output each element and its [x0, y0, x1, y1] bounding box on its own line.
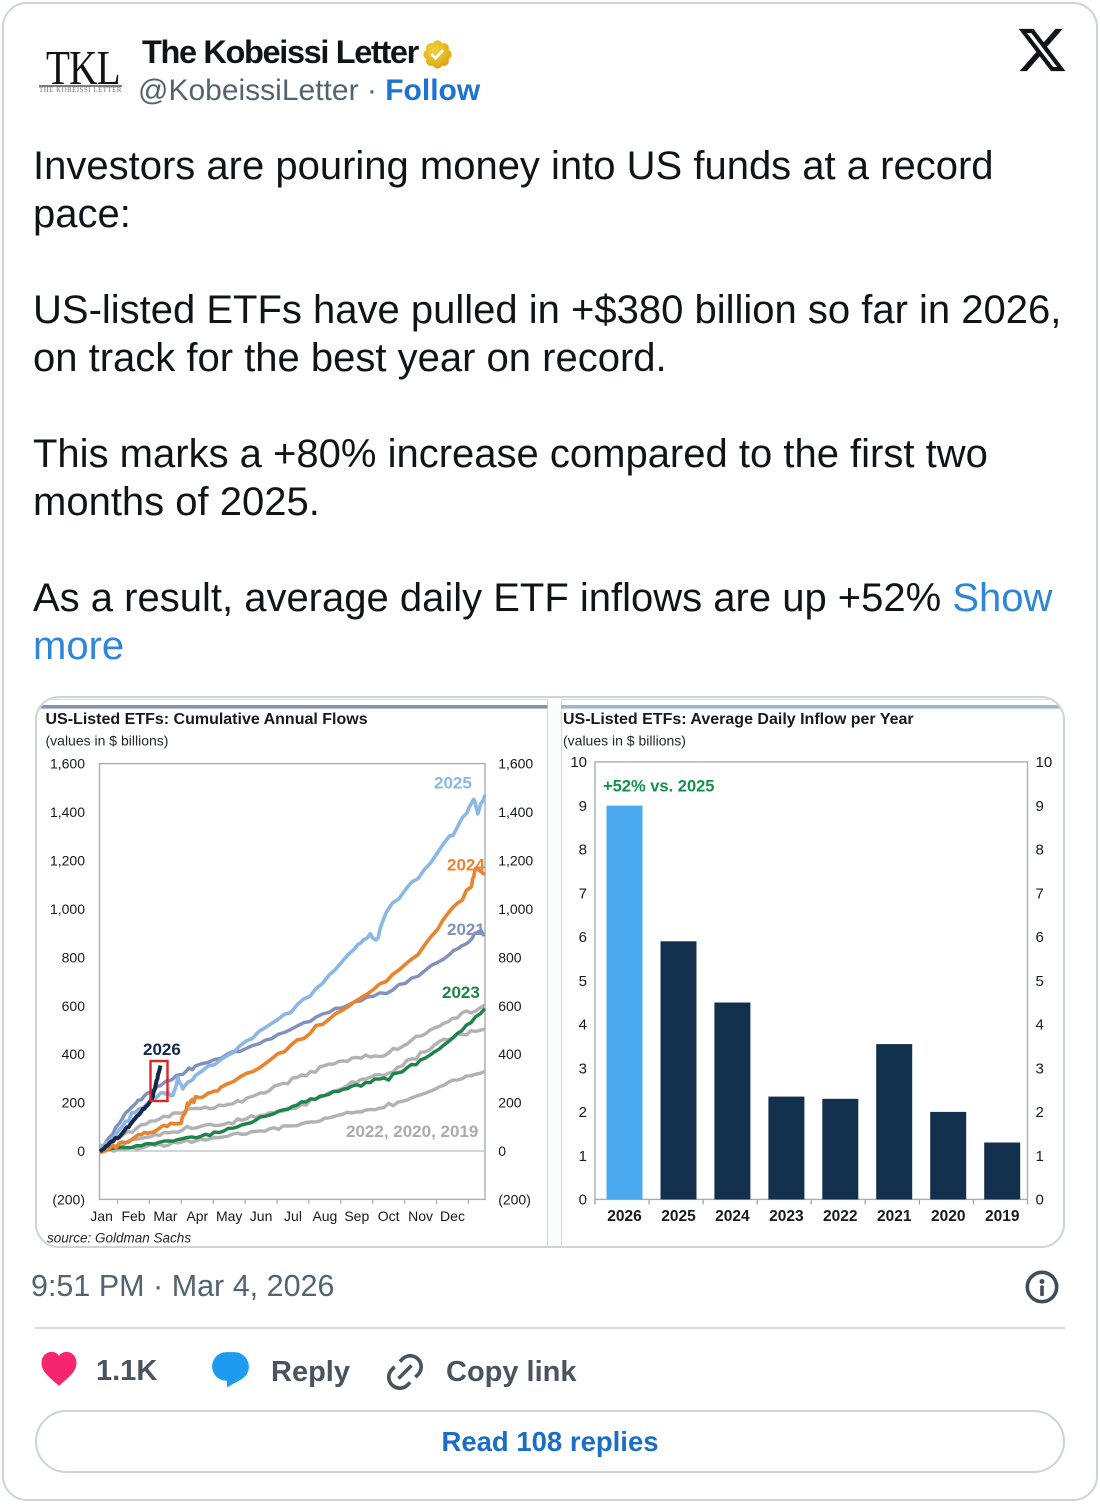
svg-text:1: 1 [579, 1148, 587, 1165]
svg-text:200: 200 [498, 1095, 522, 1111]
svg-text:2025: 2025 [434, 773, 472, 792]
svg-text:(values in $ billions): (values in $ billions) [46, 733, 169, 749]
svg-text:6: 6 [579, 929, 587, 946]
svg-text:Jun: Jun [250, 1208, 273, 1224]
svg-text:2019: 2019 [985, 1208, 1020, 1225]
svg-text:1,600: 1,600 [498, 756, 533, 772]
svg-text:US-Listed ETFs: Cumulative Ann: US-Listed ETFs: Cumulative Annual Flows [46, 711, 368, 728]
svg-text:Mar: Mar [153, 1208, 177, 1224]
svg-text:1,000: 1,000 [50, 901, 85, 917]
svg-text:2023: 2023 [769, 1208, 804, 1225]
svg-text:(200): (200) [52, 1192, 85, 1208]
svg-text:4: 4 [579, 1017, 587, 1034]
svg-text:0: 0 [1036, 1192, 1044, 1209]
svg-text:800: 800 [62, 949, 86, 965]
svg-text:400: 400 [498, 1046, 522, 1062]
svg-text:7: 7 [1036, 885, 1044, 902]
svg-text:9: 9 [579, 798, 587, 815]
svg-text:source: Goldman Sachs: source: Goldman Sachs [47, 1231, 191, 1246]
svg-text:8: 8 [1036, 842, 1044, 859]
svg-text:2025: 2025 [661, 1208, 696, 1225]
svg-text:Oct: Oct [378, 1208, 400, 1224]
svg-text:5: 5 [1036, 973, 1044, 990]
svg-text:6: 6 [1036, 929, 1044, 946]
svg-text:2021: 2021 [447, 920, 485, 939]
svg-text:0: 0 [498, 1143, 506, 1159]
svg-text:4: 4 [1036, 1017, 1044, 1034]
svg-text:2022, 2020, 2019: 2022, 2020, 2019 [346, 1122, 478, 1141]
svg-text:1,200: 1,200 [50, 853, 85, 869]
svg-text:Feb: Feb [121, 1208, 145, 1224]
svg-text:May: May [216, 1208, 242, 1224]
svg-text:Nov: Nov [408, 1208, 433, 1224]
svg-text:2023: 2023 [442, 983, 480, 1002]
svg-text:2: 2 [1036, 1104, 1044, 1121]
svg-text:1,600: 1,600 [50, 756, 85, 772]
svg-text:10: 10 [570, 754, 587, 771]
svg-text:600: 600 [62, 998, 86, 1014]
svg-text:1,000: 1,000 [498, 901, 533, 917]
svg-text:5: 5 [579, 973, 587, 990]
svg-text:1,400: 1,400 [498, 804, 533, 820]
svg-text:200: 200 [62, 1095, 86, 1111]
svg-text:(200): (200) [498, 1192, 531, 1208]
svg-text:8: 8 [579, 842, 587, 859]
svg-text:2020: 2020 [931, 1208, 965, 1225]
svg-text:1,200: 1,200 [498, 853, 533, 869]
svg-text:400: 400 [62, 1046, 86, 1062]
svg-text:+52% vs. 2025: +52% vs. 2025 [603, 778, 714, 796]
svg-text:2021: 2021 [877, 1208, 912, 1225]
svg-text:3: 3 [579, 1060, 587, 1077]
svg-text:2: 2 [579, 1104, 587, 1121]
svg-text:10: 10 [1036, 754, 1053, 771]
svg-text:2026: 2026 [607, 1208, 642, 1225]
svg-text:(values in $ billions): (values in $ billions) [563, 733, 686, 749]
svg-text:Apr: Apr [186, 1208, 208, 1224]
svg-text:7: 7 [579, 885, 587, 902]
svg-text:600: 600 [498, 998, 522, 1014]
svg-text:0: 0 [579, 1192, 587, 1209]
svg-text:800: 800 [498, 949, 522, 965]
svg-text:3: 3 [1036, 1060, 1044, 1077]
svg-text:2024: 2024 [447, 856, 485, 875]
svg-text:1: 1 [1036, 1148, 1044, 1165]
svg-text:2026: 2026 [143, 1040, 181, 1059]
svg-text:US-Listed ETFs: Average Daily: US-Listed ETFs: Average Daily Inflow per… [563, 711, 914, 728]
svg-text:Jul: Jul [284, 1208, 302, 1224]
svg-text:1,400: 1,400 [50, 804, 85, 820]
svg-text:Dec: Dec [440, 1208, 465, 1224]
svg-text:Sep: Sep [344, 1208, 369, 1224]
svg-text:2022: 2022 [823, 1208, 857, 1225]
svg-text:Aug: Aug [312, 1208, 337, 1224]
svg-text:2024: 2024 [715, 1208, 750, 1225]
svg-text:0: 0 [77, 1143, 85, 1159]
svg-text:9: 9 [1036, 798, 1044, 815]
svg-text:Jan: Jan [90, 1208, 113, 1224]
